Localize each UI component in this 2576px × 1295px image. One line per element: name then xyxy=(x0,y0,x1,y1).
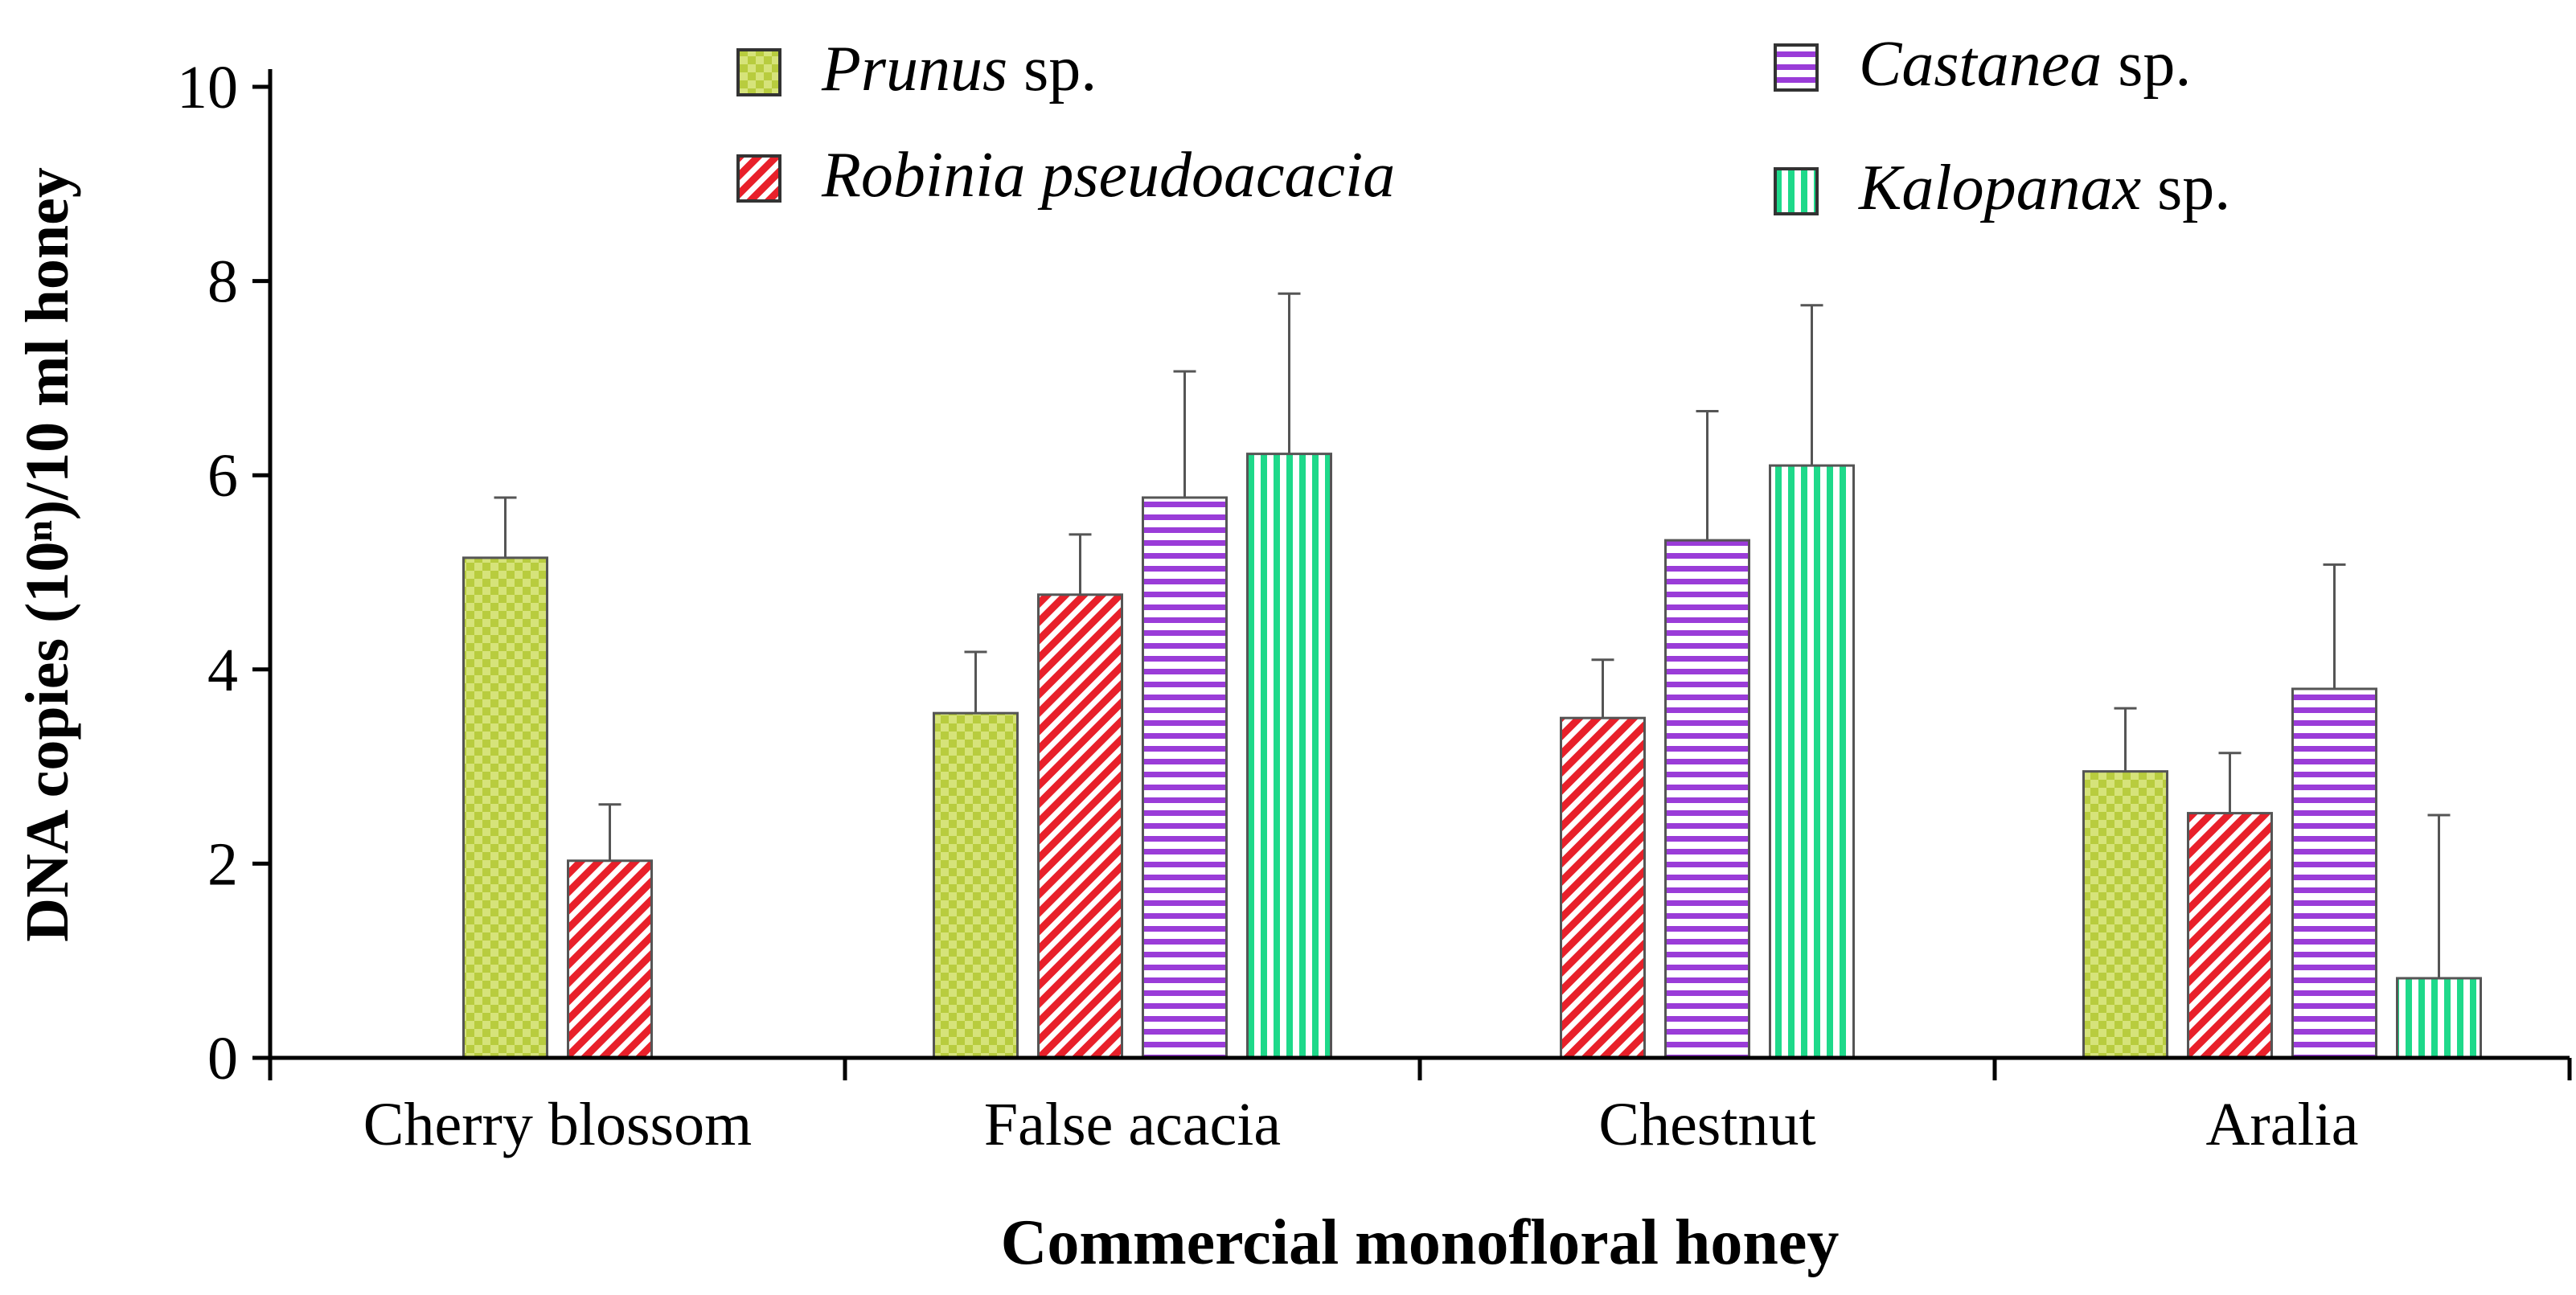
bar-false-acacia-prunus xyxy=(933,711,1019,1059)
legend-swatch xyxy=(1774,167,1819,215)
bars xyxy=(462,453,2482,1059)
legend-label: Kalopanax sp. xyxy=(1858,153,2230,223)
bar-aralia-castanea xyxy=(2291,687,2377,1059)
y-tick-label: 10 xyxy=(177,54,238,121)
bar-false-acacia-kalopanax xyxy=(1246,453,1332,1059)
bar-chestnut-robinia-pseudoacacia xyxy=(1560,716,1646,1059)
x-tick-label: False acacia xyxy=(984,1091,1281,1158)
bar-aralia-robinia-pseudoacacia xyxy=(2187,812,2273,1059)
x-tick-label: Chestnut xyxy=(1598,1091,1815,1158)
legend-swatch xyxy=(736,154,781,203)
legend-item: Robinia pseudoacacia xyxy=(736,140,1395,211)
x-tick-label: Cherry blossom xyxy=(363,1091,752,1158)
legend-label: Castanea sp. xyxy=(1859,29,2191,100)
bar-aralia-kalopanax xyxy=(2396,977,2482,1059)
y-tick-label: 4 xyxy=(207,637,238,704)
bar-aralia-prunus xyxy=(2082,770,2168,1059)
bar-chestnut-castanea xyxy=(1664,539,1750,1059)
bar-cherry-blossom-prunus xyxy=(462,556,548,1059)
bar-false-acacia-robinia-pseudoacacia xyxy=(1037,593,1123,1059)
error-bars xyxy=(494,292,2451,978)
y-axis-label: DNA copies (10ⁿ)/10 ml honey xyxy=(14,167,81,942)
y-tick-label: 0 xyxy=(207,1025,238,1092)
y-tick-label: 6 xyxy=(207,442,238,510)
x-tick-label: Aralia xyxy=(2206,1091,2359,1158)
bar-cherry-blossom-robinia-pseudoacacia xyxy=(567,859,653,1059)
legend-swatch xyxy=(1774,43,1819,92)
legend-label: Robinia pseudoacacia xyxy=(821,140,1395,211)
labels: 0 2 4 6 8 10 Cherry blossom False acacia Chestnu… xyxy=(14,54,2358,1278)
legend-label: Prunus sp. xyxy=(821,34,1097,105)
legend-item: Kalopanax sp. xyxy=(1774,153,2230,223)
x-axis-label: Commercial monofloral honey xyxy=(1001,1207,1840,1278)
axes xyxy=(252,69,2572,1080)
y-tick-label: 2 xyxy=(207,830,238,898)
legend-swatch xyxy=(736,48,781,96)
legend: Prunus sp. Robinia pseudoacacia Castanea s… xyxy=(736,29,2230,223)
legend-item: Castanea sp. xyxy=(1774,29,2191,100)
legend-item: Prunus sp. xyxy=(736,34,1097,105)
bar-false-acacia-castanea xyxy=(1142,496,1228,1059)
bar-chestnut-kalopanax xyxy=(1769,464,1855,1059)
y-tick-label: 8 xyxy=(207,248,238,316)
